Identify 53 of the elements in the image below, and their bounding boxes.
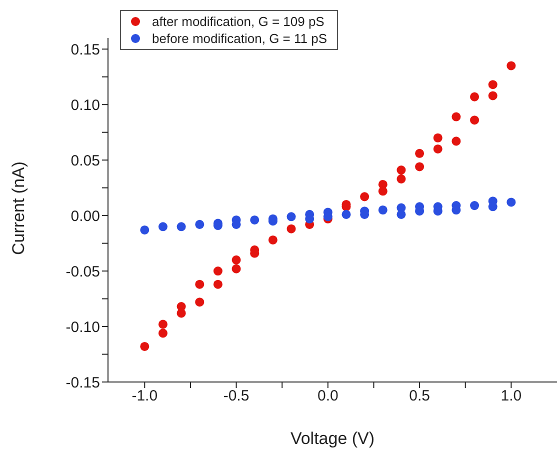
y-tick-label: 0.05: [70, 152, 100, 170]
y-tick-label: -0.05: [66, 263, 100, 280]
point: [433, 133, 442, 142]
x-tick-label: 0.0: [317, 388, 338, 405]
y-tick-label: -0.15: [66, 374, 100, 392]
point: [158, 328, 168, 338]
point: [415, 148, 424, 158]
point: [140, 225, 150, 234]
x-tick-label: 1.0: [500, 388, 522, 405]
point: [506, 198, 516, 207]
legend-label: after modification, G = 109 pS: [152, 13, 324, 30]
point: [378, 205, 388, 215]
point: [488, 80, 498, 90]
point: [176, 308, 186, 318]
point: [433, 144, 442, 154]
point: [158, 222, 168, 232]
point: [195, 298, 204, 307]
point: [232, 255, 241, 264]
point: [378, 186, 388, 196]
point: [140, 342, 150, 351]
point: [342, 210, 351, 219]
point: [213, 266, 222, 276]
point: [195, 220, 204, 229]
point: [286, 224, 296, 234]
x-tick-label: 0.5: [409, 388, 430, 405]
y-tick-label: 0.15: [70, 41, 100, 58]
point: [488, 91, 498, 100]
point: [286, 212, 296, 222]
point: [452, 136, 461, 146]
point: [470, 116, 480, 125]
x-axis-title: Voltage (V): [290, 429, 375, 448]
y-axis-title: Current (nA): [9, 161, 28, 255]
y-tick-label: 0.00: [70, 208, 100, 225]
point: [470, 201, 480, 210]
point: [396, 166, 406, 175]
y-tick-label: -0.10: [66, 318, 100, 336]
point: [415, 162, 424, 172]
point: [452, 112, 461, 122]
x-tick-label: -0.5: [223, 388, 250, 405]
point: [158, 320, 168, 329]
point: [176, 222, 186, 232]
point: [213, 280, 222, 289]
point: [232, 264, 241, 274]
point: [506, 61, 516, 70]
legend-label: before modification, G = 11 pS: [152, 30, 327, 47]
y-tick-label: 0.10: [70, 96, 100, 114]
point: [396, 174, 406, 184]
point: [470, 92, 480, 102]
x-tick-label: -1.0: [132, 388, 158, 405]
point: [250, 215, 260, 224]
point: [360, 192, 370, 202]
point: [195, 280, 204, 289]
point: [268, 235, 278, 244]
